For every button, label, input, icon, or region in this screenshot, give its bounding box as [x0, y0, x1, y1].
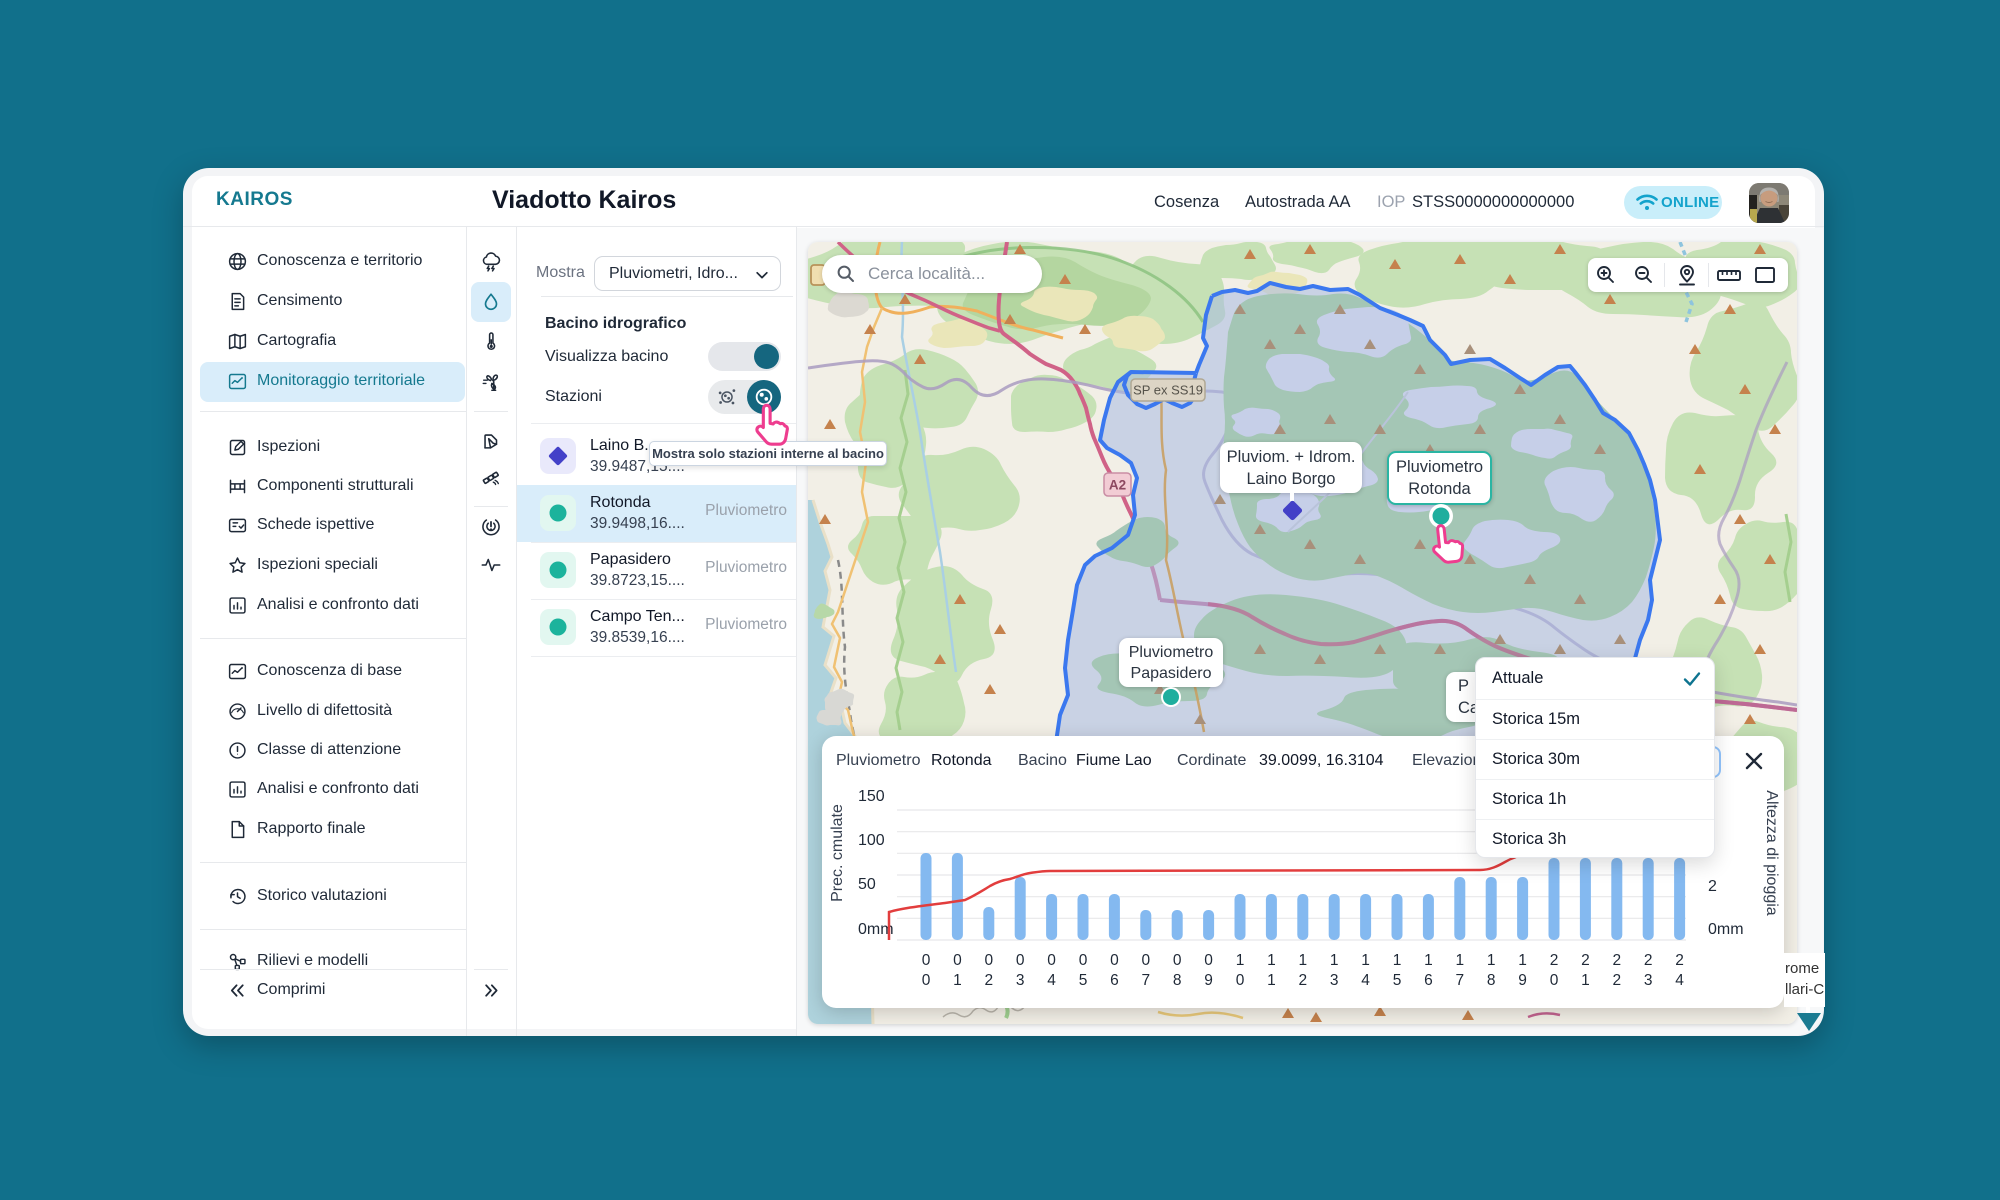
svg-text:6: 6: [1424, 972, 1433, 989]
svg-text:0: 0: [1236, 972, 1245, 989]
svg-text:9: 9: [1204, 972, 1213, 989]
svg-text:0: 0: [1047, 952, 1056, 969]
svg-text:0: 0: [1173, 952, 1182, 969]
svg-text:1: 1: [1361, 952, 1370, 969]
svg-text:1: 1: [1393, 952, 1402, 969]
svg-text:7: 7: [1455, 972, 1464, 989]
svg-text:0: 0: [984, 952, 993, 969]
svg-text:3: 3: [1644, 972, 1653, 989]
svg-text:0: 0: [953, 952, 962, 969]
svg-text:2: 2: [1550, 952, 1559, 969]
svg-text:4: 4: [1675, 972, 1684, 989]
svg-text:SP ex SS19: SP ex SS19: [1133, 383, 1203, 398]
svg-text:0: 0: [1141, 952, 1150, 969]
svg-text:0: 0: [1079, 952, 1088, 969]
svg-text:0: 0: [1110, 952, 1119, 969]
svg-text:6: 6: [1110, 972, 1119, 989]
svg-text:1: 1: [1581, 972, 1590, 989]
svg-text:1: 1: [1236, 952, 1245, 969]
svg-text:2: 2: [1612, 972, 1621, 989]
svg-text:1: 1: [1267, 972, 1276, 989]
svg-text:2: 2: [1298, 972, 1307, 989]
svg-text:1: 1: [1267, 952, 1276, 969]
svg-text:5: 5: [1393, 972, 1402, 989]
svg-text:1: 1: [1487, 952, 1496, 969]
svg-text:5: 5: [1079, 972, 1088, 989]
svg-text:2: 2: [984, 972, 993, 989]
svg-text:4: 4: [1361, 972, 1370, 989]
svg-text:0: 0: [1550, 972, 1559, 989]
svg-text:9: 9: [1518, 972, 1527, 989]
svg-text:A2: A2: [1109, 478, 1126, 493]
svg-text:3: 3: [1016, 972, 1025, 989]
svg-text:1: 1: [1518, 952, 1527, 969]
svg-text:8: 8: [1173, 972, 1182, 989]
svg-text:1: 1: [1330, 952, 1339, 969]
svg-text:8: 8: [1487, 972, 1496, 989]
svg-text:2: 2: [1644, 952, 1653, 969]
svg-text:1: 1: [1455, 952, 1464, 969]
svg-text:0: 0: [922, 952, 931, 969]
svg-text:7: 7: [1141, 972, 1150, 989]
svg-text:0: 0: [1204, 952, 1213, 969]
svg-text:2: 2: [1612, 952, 1621, 969]
svg-text:3: 3: [1330, 972, 1339, 989]
svg-text:2: 2: [1581, 952, 1590, 969]
svg-text:2: 2: [1675, 952, 1684, 969]
svg-text:0: 0: [1016, 952, 1025, 969]
svg-text:1: 1: [1424, 952, 1433, 969]
svg-text:1: 1: [953, 972, 962, 989]
svg-text:4: 4: [1047, 972, 1056, 989]
svg-text:1: 1: [1298, 952, 1307, 969]
svg-text:0: 0: [922, 972, 931, 989]
